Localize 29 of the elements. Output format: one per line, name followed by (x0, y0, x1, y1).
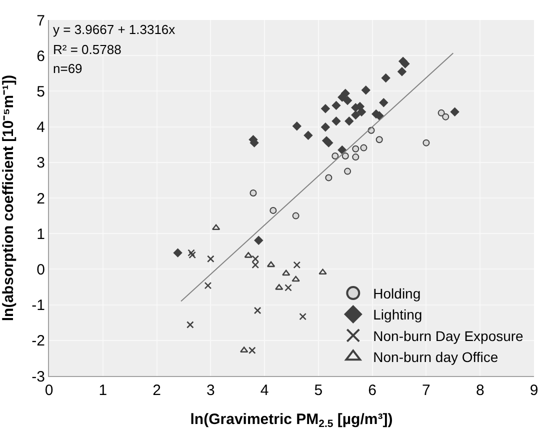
y-tick-label: 1 (36, 226, 45, 243)
annotation: R² = 0.5788 (53, 42, 122, 57)
y-tick-label: 7 (36, 12, 45, 30)
x-tick-label: 3 (206, 382, 215, 399)
y-tick-label: 5 (36, 83, 45, 100)
x-tick-label: 8 (476, 382, 484, 399)
y-tick-label: -1 (32, 297, 45, 314)
legend-label: Holding (373, 286, 421, 302)
legend-label: Non-burn day Office (373, 349, 498, 366)
x-tick-label: 6 (368, 382, 376, 399)
annotation: y = 3.9667 + 1.3316x (53, 22, 176, 37)
legend-label: Lighting (373, 306, 422, 323)
x-tick-label: 4 (260, 382, 269, 399)
x-tick-label: 1 (98, 382, 108, 399)
y-tick-label: 3 (36, 154, 45, 172)
y-tick-label: -2 (32, 332, 45, 350)
x-tick-label: 7 (422, 382, 430, 399)
x-tick-label: 5 (314, 382, 323, 399)
x-tick-label: 2 (152, 382, 161, 399)
y-tick-label: 6 (36, 48, 45, 65)
y-tick-label: -3 (32, 368, 45, 386)
legend-label: Non-burn Day Exposure (373, 328, 524, 344)
y-tick-label: 0 (36, 261, 45, 278)
y-tick-label: 2 (36, 190, 45, 208)
annotation: n=69 (53, 61, 82, 76)
x-tick-label: 9 (530, 382, 538, 399)
x-axis-title: ln(Gravimetric PM$_{2.5}$ [µg/m³]) (190, 411, 393, 430)
y-tick-label: 4 (36, 119, 45, 136)
y-axis-title: ln(absorption coefficient [10⁻⁵m⁻¹]) (0, 74, 17, 322)
